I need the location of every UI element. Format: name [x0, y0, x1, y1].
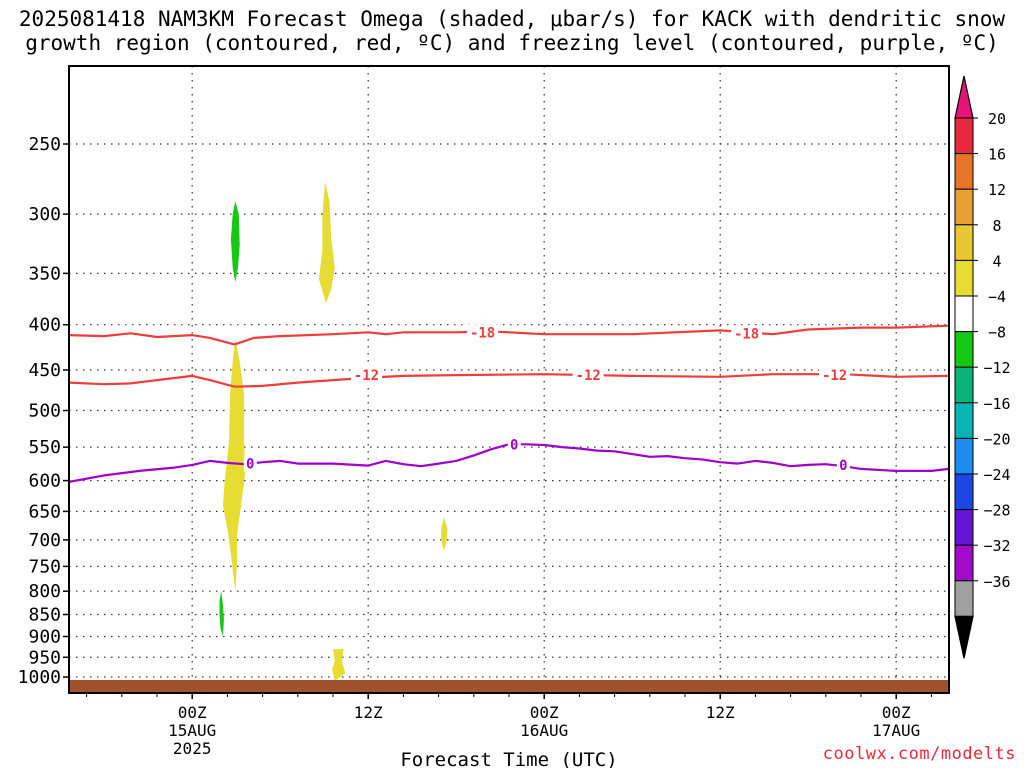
colorbar-top-triangle [954, 75, 974, 119]
colorbar-bin [954, 331, 974, 368]
x-tick-label: 12Z [354, 703, 383, 722]
y-tick-label: 700 [28, 530, 61, 551]
omega-shaded-region [332, 649, 346, 681]
x-tick-label: 00Z [178, 703, 207, 722]
x-axis-label: Forecast Time (UTC) [400, 749, 617, 768]
colorbar-label: −16 [983, 395, 1010, 413]
colorbar-label: 4 [992, 252, 1001, 270]
omega-shaded-region [219, 591, 224, 637]
contour-label: -18 [470, 325, 495, 341]
contour-label: 0 [246, 457, 254, 473]
contour-label: -12 [576, 368, 601, 384]
omega-shaded-region [223, 338, 245, 592]
x-tick-label: 00Z [530, 703, 559, 722]
contour-label-bg [507, 436, 521, 453]
chart-title-line-2: growth region (contoured, red, ºC) and f… [25, 31, 999, 55]
colorbar-bin [954, 188, 974, 226]
contour-label-bg [819, 367, 851, 384]
y-tick-label: 750 [28, 556, 61, 577]
y-tick-label: 350 [28, 263, 61, 284]
contour-label: 0 [510, 437, 518, 453]
plot-frame [68, 65, 950, 694]
y-tick-label: 600 [28, 471, 61, 492]
colorbar-bin [954, 259, 974, 297]
y-tick-label: 500 [28, 401, 61, 422]
y-tick-label: 950 [28, 647, 61, 668]
y-tick-label: 1000 [18, 667, 61, 688]
x-tick-sublabel: 17AUG [872, 721, 920, 740]
contour-layer: -18 -18 -12 -12 -12 0 0 0 [69, 324, 949, 483]
colorbar-label: 16 [988, 146, 1006, 164]
y-tick-label: 900 [28, 626, 61, 647]
contour-label-bg [836, 456, 850, 473]
colorbar-bin [954, 153, 974, 190]
y-tick-label: 650 [28, 501, 61, 522]
colorbar-label: 20 [988, 110, 1006, 128]
contour-line--12 [69, 373, 949, 388]
colorbar-label: −24 [983, 466, 1010, 484]
colorbar: 20 16 12 8 4 −4 −8 −12 −16 −20 −24 −28 −32 −36 [954, 75, 1011, 659]
grid-layer [69, 66, 949, 693]
contour-label: -18 [734, 326, 759, 342]
y-axis-ticks: 2503003504004505005506006507007508008509… [18, 134, 69, 688]
y-tick-label: 550 [28, 437, 61, 458]
colorbar-bin [954, 580, 974, 617]
contour-label: -12 [354, 368, 379, 384]
ground-surface [69, 680, 949, 693]
contour-label-bg [572, 367, 604, 384]
contour-label: 0 [839, 458, 847, 474]
colorbar-label: −32 [983, 537, 1010, 555]
y-tick-label: 450 [28, 360, 61, 381]
colorbar-bin [954, 544, 974, 582]
contour-label-bg [467, 324, 499, 341]
colorbar-label: −8 [988, 324, 1006, 342]
colorbar-label: −20 [983, 430, 1010, 448]
colorbar-bin [954, 402, 974, 439]
colorbar-bin [954, 295, 974, 333]
colorbar-bin [954, 117, 974, 155]
y-tick-label: 400 [28, 315, 61, 336]
contour-label-bg [350, 367, 382, 384]
omega-shaded-region [441, 517, 448, 551]
omega-shaded-region [318, 182, 335, 303]
x-tick-year: 2025 [173, 739, 212, 758]
colorbar-label: −28 [983, 502, 1010, 520]
ground-layer [69, 680, 949, 693]
x-tick-label: 00Z [882, 703, 911, 722]
contour-label: -12 [822, 368, 847, 384]
credit-link[interactable]: coolwx.com/modelts [822, 744, 1016, 764]
colorbar-bin [954, 366, 974, 404]
contour-line--18 [69, 324, 949, 346]
y-tick-label: 300 [28, 204, 61, 225]
x-tick-sublabel: 16AUG [520, 721, 568, 740]
x-tick-label: 12Z [706, 703, 735, 722]
colorbar-label: 8 [992, 217, 1001, 235]
chart-title-line-1: 2025081418 NAM3KM Forecast Omega (shaded… [18, 7, 1006, 31]
colorbar-bin [954, 224, 974, 261]
contour-label-bg [243, 455, 257, 472]
colorbar-bin [954, 473, 974, 511]
omega-shaded-region [230, 201, 240, 283]
colorbar-label: −36 [983, 573, 1010, 591]
colorbar-label: −12 [983, 359, 1010, 377]
y-tick-label: 250 [28, 134, 61, 155]
colorbar-bin [954, 437, 974, 475]
colorbar-label: 12 [988, 181, 1006, 199]
contour-label-bg [731, 325, 763, 342]
omega-shading-layer [219, 182, 448, 681]
colorbar-bin [954, 509, 974, 546]
y-tick-label: 850 [28, 605, 61, 626]
y-tick-label: 800 [28, 581, 61, 602]
colorbar-label: −4 [988, 288, 1006, 306]
x-tick-sublabel: 15AUG [168, 721, 216, 740]
colorbar-bottom-triangle [954, 615, 974, 659]
